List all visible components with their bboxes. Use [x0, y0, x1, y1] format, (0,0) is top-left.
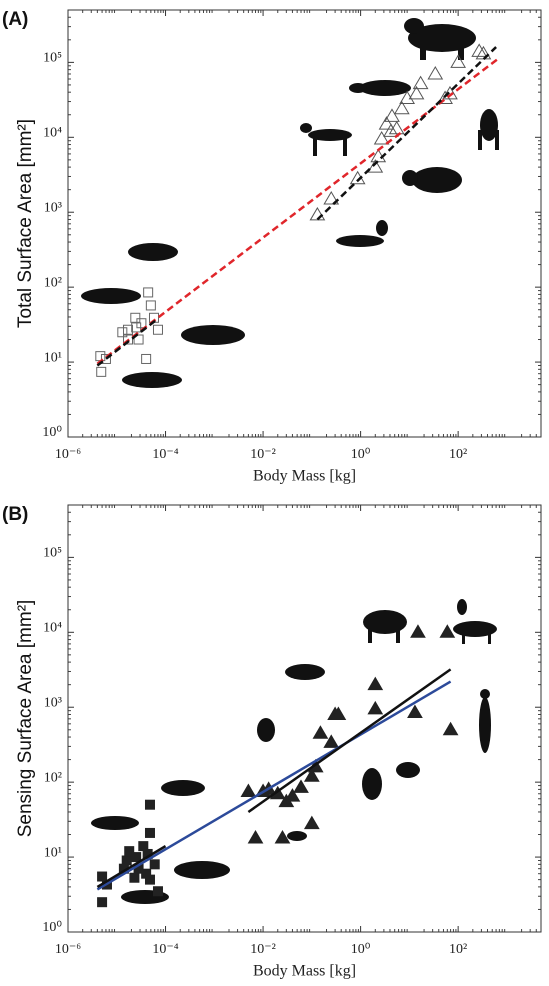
triangle-marker [294, 780, 308, 792]
triangle-marker [241, 785, 255, 797]
fit-line [248, 669, 450, 812]
square-marker [131, 313, 140, 322]
triangle-marker [428, 67, 442, 79]
square-marker [122, 856, 131, 865]
y-tick-label: 10⁵ [43, 546, 62, 561]
x-tick-label: 10⁰ [351, 942, 371, 957]
square-marker [145, 875, 154, 884]
square-marker [153, 887, 162, 896]
x-tick-label: 10⁻⁶ [55, 942, 81, 957]
triangle-marker [414, 77, 428, 89]
square-marker [132, 853, 141, 862]
y-axis-label: Sensing Surface Area [mm²] [15, 600, 36, 838]
x-tick-label: 10⁻² [250, 447, 276, 462]
y-tick-label: 10³ [44, 695, 62, 710]
y-tick-label: 10⁵ [43, 51, 62, 66]
square-marker [124, 325, 133, 334]
square-marker [97, 367, 106, 376]
triangle-marker [368, 678, 382, 690]
triangle-marker [305, 817, 319, 829]
panel-label: (A) [2, 9, 28, 30]
triangle-marker [476, 47, 490, 59]
y-tick-label: 10³ [44, 200, 62, 215]
panel: 10⁻⁶ 10⁻⁴ 10⁻² 10⁰ 10² 10⁰ 10¹ 10² 10³ 10⁴ 10⁵ Body… [2, 9, 541, 485]
square-marker [96, 352, 105, 361]
y-tick-label: 10² [44, 275, 62, 290]
square-marker [144, 288, 153, 297]
y-tick-label: 10² [44, 770, 62, 785]
x-tick-label: 10² [449, 447, 467, 462]
x-tick-label: 10² [449, 942, 467, 957]
square-marker [130, 873, 139, 882]
figure: 10⁻⁶ 10⁻⁴ 10⁻² 10⁰ 10² 10⁰ 10¹ 10² 10³ 10⁴ 10⁵ Body… [0, 0, 549, 986]
triangle-marker [444, 723, 458, 735]
panel-label: (B) [2, 504, 28, 525]
triangle-marker [249, 831, 263, 843]
y-tick-label: 10⁰ [42, 425, 62, 440]
y-axis-label: Total Surface Area [mm²] [15, 119, 36, 328]
fit-line [97, 682, 450, 890]
square-marker [98, 898, 107, 907]
y-tick-label: 10⁰ [42, 920, 62, 935]
x-axis-label: Body Mass [kg] [253, 468, 356, 485]
square-marker [145, 828, 154, 837]
triangle-marker [390, 122, 404, 134]
x-tick-label: 10⁻⁴ [152, 942, 178, 957]
x-tick-label: 10⁰ [351, 447, 371, 462]
triangle-marker [440, 625, 454, 637]
x-tick-label: 10⁻⁶ [55, 447, 81, 462]
square-marker [150, 860, 159, 869]
square-marker [153, 325, 162, 334]
y-tick-label: 10⁴ [43, 621, 62, 636]
x-tick-label: 10⁻⁴ [152, 447, 178, 462]
panel: 10⁻⁶ 10⁻⁴ 10⁻² 10⁰ 10² 10⁰ 10¹ 10² 10³ 10⁴ 10⁵ Body… [2, 504, 541, 980]
x-tick-label: 10⁻² [250, 942, 276, 957]
y-tick-label: 10⁴ [43, 126, 62, 141]
x-axis-label: Body Mass [kg] [253, 963, 356, 980]
triangle-marker [411, 625, 425, 637]
triangle-marker [408, 706, 422, 718]
square-marker [142, 354, 151, 363]
triangle-marker [384, 124, 398, 136]
square-marker [145, 800, 154, 809]
triangle-marker [313, 726, 327, 738]
y-tick-label: 10¹ [44, 350, 62, 365]
square-marker [146, 301, 155, 310]
triangle-marker [368, 702, 382, 714]
animal-silhouettes [81, 18, 499, 904]
y-tick-label: 10¹ [44, 845, 62, 860]
